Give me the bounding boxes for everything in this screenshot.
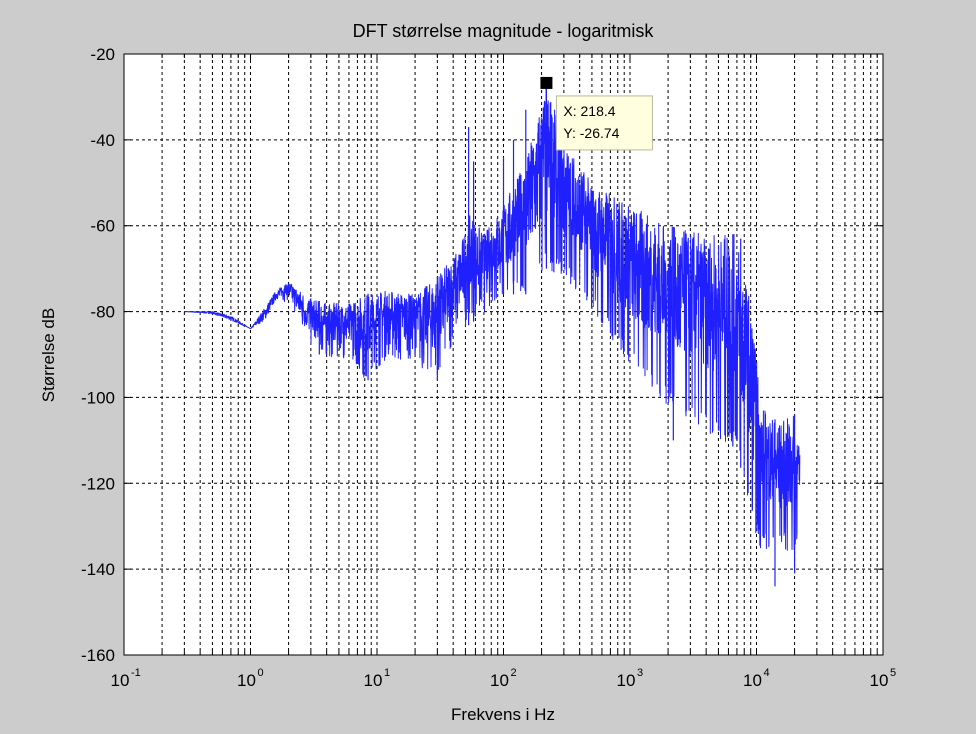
tick-layer: [124, 53, 883, 656]
chart-title: DFT størrelse magnitude - logaritmisk: [353, 21, 655, 41]
x-tick-label-exponent: 5: [890, 667, 896, 679]
x-tick-label-exponent: 0: [258, 667, 264, 679]
x-tick-label: 10: [617, 671, 636, 690]
x-tick-label: 10: [364, 671, 383, 690]
x-axis-label: Frekvens i Hz: [451, 705, 555, 724]
y-tick-label: -160: [81, 646, 115, 665]
datatip-marker[interactable]: [540, 76, 553, 89]
series-layer: [184, 82, 801, 587]
y-axis-label: Størrelse dB: [39, 308, 58, 402]
x-tick-label: 10: [111, 671, 130, 690]
x-tick-label-exponent: -1: [131, 667, 141, 679]
datatip-x-text: X: 218.4: [563, 103, 615, 119]
y-tick-label: -60: [90, 217, 115, 236]
y-tick-label: -20: [90, 45, 115, 64]
x-tick-label-exponent: 2: [511, 667, 517, 679]
y-tick-label: -120: [81, 474, 115, 493]
x-tick-label: 10: [870, 671, 889, 690]
x-tick-label: 10: [237, 671, 256, 690]
magnitude-trace: [184, 88, 801, 551]
x-tick-label-exponent: 3: [637, 667, 643, 679]
x-tick-label: 10: [743, 671, 762, 690]
magnitude-series: [184, 82, 801, 587]
y-tick-label: -80: [90, 303, 115, 322]
x-tick-label-exponent: 1: [384, 667, 390, 679]
datatip-box[interactable]: [555, 95, 653, 151]
x-tick-label-exponent: 4: [764, 667, 770, 679]
x-tick-label: 10: [490, 671, 509, 690]
datatip-y-text: Y: -26.74: [563, 125, 619, 141]
y-tick-label: -100: [81, 388, 115, 407]
y-tick-label: -40: [90, 131, 115, 150]
datatip[interactable]: X: 218.4 Y: -26.74: [540, 76, 653, 151]
y-tick-label: -140: [81, 560, 115, 579]
